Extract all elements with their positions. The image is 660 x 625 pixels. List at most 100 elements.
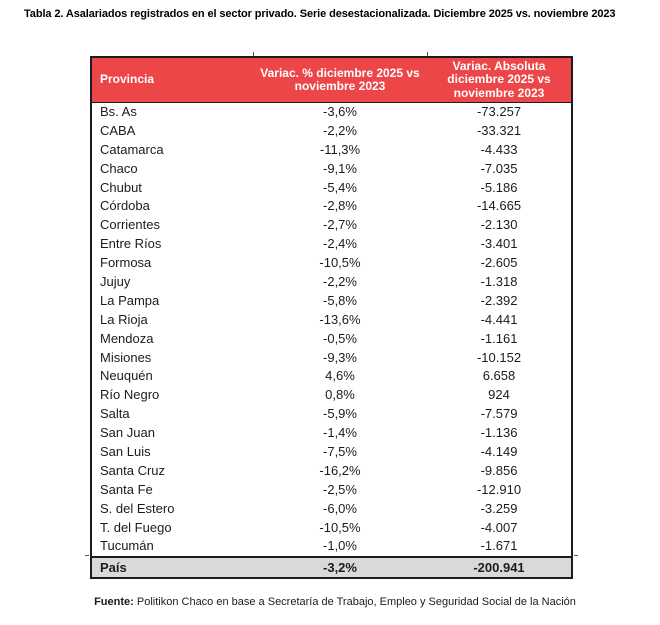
cell-provincia: Corrientes (100, 217, 160, 233)
table-row: Jujuy -2,2% -1.318 (92, 273, 571, 292)
cell-pct: 4,6% (325, 368, 355, 384)
cell-pct: -5,4% (323, 179, 357, 195)
table-row: Santa Cruz -16,2% -9.856 (92, 461, 571, 481)
cell-pct: -3,6% (323, 104, 357, 119)
table-row: San Juan -1,4% -1.136 (92, 424, 571, 444)
cell-abs: -73.257 (476, 104, 522, 119)
cell-provincia: Jujuy (100, 274, 131, 290)
cell-provincia: San Luis (100, 444, 151, 460)
cell-abs: -7.035 (480, 160, 518, 176)
cell-provincia: Formosa (100, 255, 152, 271)
cell-provincia: La Rioja (100, 311, 148, 327)
cell-abs: -33.321 (476, 122, 522, 138)
table-row: Salta -5,9% -7.579 (92, 405, 571, 425)
cell-pct: -13,6% (319, 311, 361, 327)
table-row: Mendoza -0,5% -1.161 (92, 329, 571, 349)
cell-abs: -10.152 (476, 349, 522, 365)
table-row: Córdoba -2,8% -14.665 (92, 197, 571, 217)
table-row: Bs. As -3,6% -73.257 (92, 103, 571, 122)
table-row: La Rioja -13,6% -4.441 (92, 310, 571, 330)
cell-provincia: Entre Ríos (100, 236, 162, 252)
cell-abs: -4.441 (480, 311, 518, 327)
cell-provincia: Misiones (100, 349, 152, 365)
gridline-tick (574, 555, 578, 556)
table-row: Catamarca -11,3% -4.433 (92, 140, 571, 160)
cell-pct: -10,5% (319, 519, 361, 535)
table-row: San Luis -7,5% -4.149 (92, 443, 571, 462)
table-row: Chubut -5,4% -5.186 (92, 178, 571, 198)
table-row: La Pampa -5,8% -2.392 (92, 291, 571, 311)
total-cell-abs: -200.941 (473, 560, 525, 576)
cell-abs: -9.856 (480, 462, 518, 478)
cell-pct: -11,3% (319, 141, 361, 157)
cell-pct: -10,5% (319, 255, 361, 271)
cell-abs: -2.605 (480, 255, 518, 271)
cell-abs: 924 (488, 387, 510, 403)
cell-abs: -2.130 (480, 217, 518, 233)
cell-pct: -5,9% (323, 406, 357, 422)
gridline-tick (253, 52, 254, 56)
cell-pct: -0,5% (323, 330, 357, 346)
table-row: CABA -2,2% -33.321 (92, 121, 571, 141)
table-row: Chaco -9,1% -7.035 (92, 159, 571, 179)
cell-provincia: CABA (100, 122, 136, 138)
data-table: Provincia Variac. % diciembre 2025 vs no… (90, 56, 573, 580)
cell-pct: -16,2% (319, 462, 361, 478)
cell-abs: -7.579 (480, 406, 518, 422)
cell-provincia: Bs. As (100, 104, 137, 119)
cell-abs: -1.671 (480, 538, 518, 554)
cell-abs: -3.259 (480, 500, 518, 516)
cell-abs: -5.186 (480, 179, 518, 195)
cell-abs: -1.161 (480, 330, 518, 346)
column-header-variac-pct: Variac. % diciembre 2025 vs noviembre 20… (260, 65, 420, 93)
cell-provincia: Córdoba (100, 198, 150, 214)
cell-provincia: T. del Fuego (100, 519, 172, 535)
table-body: Bs. As -3,6% -73.257 CABA -2,2% -33.321 Catama… (92, 103, 571, 557)
cell-provincia: Chubut (100, 179, 142, 195)
cell-provincia: Salta (100, 406, 130, 422)
cell-provincia: San Juan (100, 425, 155, 441)
cell-pct: -5,8% (323, 292, 357, 308)
cell-abs: -1.318 (480, 274, 518, 290)
source-label: Fuente: (94, 596, 134, 608)
cell-pct: 0,8% (325, 387, 355, 403)
cell-abs: -12.910 (476, 481, 522, 497)
cell-abs: -4.149 (480, 444, 518, 460)
gridline-tick (427, 52, 428, 56)
cell-pct: -9,1% (323, 160, 357, 176)
cell-provincia: Río Negro (100, 387, 160, 403)
table-row: Río Negro 0,8% 924 (92, 386, 571, 406)
source-text: Politikon Chaco en base a Secretaría de … (133, 596, 576, 608)
cell-abs: 6.658 (482, 368, 516, 384)
cell-pct: -2,8% (323, 198, 357, 214)
total-cell-provincia: País (100, 560, 127, 576)
table-header-row: Provincia Variac. % diciembre 2025 vs no… (92, 58, 571, 103)
column-header-provincia: Provincia (100, 72, 155, 87)
gridline-tick (85, 555, 89, 556)
cell-provincia: Tucumán (100, 538, 154, 554)
page-title: Tabla 2. Asalariados registrados en el s… (24, 8, 616, 20)
cell-pct: -2,2% (323, 122, 357, 138)
cell-pct: -2,5% (323, 481, 357, 497)
cell-provincia: La Pampa (100, 292, 160, 308)
table-row: S. del Estero -6,0% -3.259 (92, 499, 571, 519)
total-cell-pct: -3,2% (323, 560, 357, 576)
cell-pct: -2,7% (323, 217, 357, 233)
cell-pct: -6,0% (323, 500, 357, 516)
cell-provincia: Chaco (100, 160, 138, 176)
cell-abs: -14.665 (476, 198, 522, 214)
source-note: Fuente: Politikon Chaco en base a Secret… (20, 596, 650, 608)
table-row: Formosa -10,5% -2.605 (92, 254, 571, 274)
cell-abs: -4.007 (480, 519, 518, 535)
cell-abs: -1.136 (480, 425, 518, 441)
cell-provincia: Santa Fe (100, 481, 153, 497)
cell-pct: -1,4% (323, 425, 357, 441)
cell-abs: -3.401 (480, 236, 518, 252)
table-row: Entre Ríos -2,4% -3.401 (92, 235, 571, 255)
table-row: Tucumán -1,0% -1.671 (92, 537, 571, 557)
cell-pct: -2,2% (323, 274, 357, 290)
table-row: Misiones -9,3% -10.152 (92, 348, 571, 368)
total-row: País -3,2% -200.941 (92, 556, 571, 578)
table-row: Corrientes -2,7% -2.130 (92, 216, 571, 236)
table-row: Santa Fe -2,5% -12.910 (92, 480, 571, 500)
